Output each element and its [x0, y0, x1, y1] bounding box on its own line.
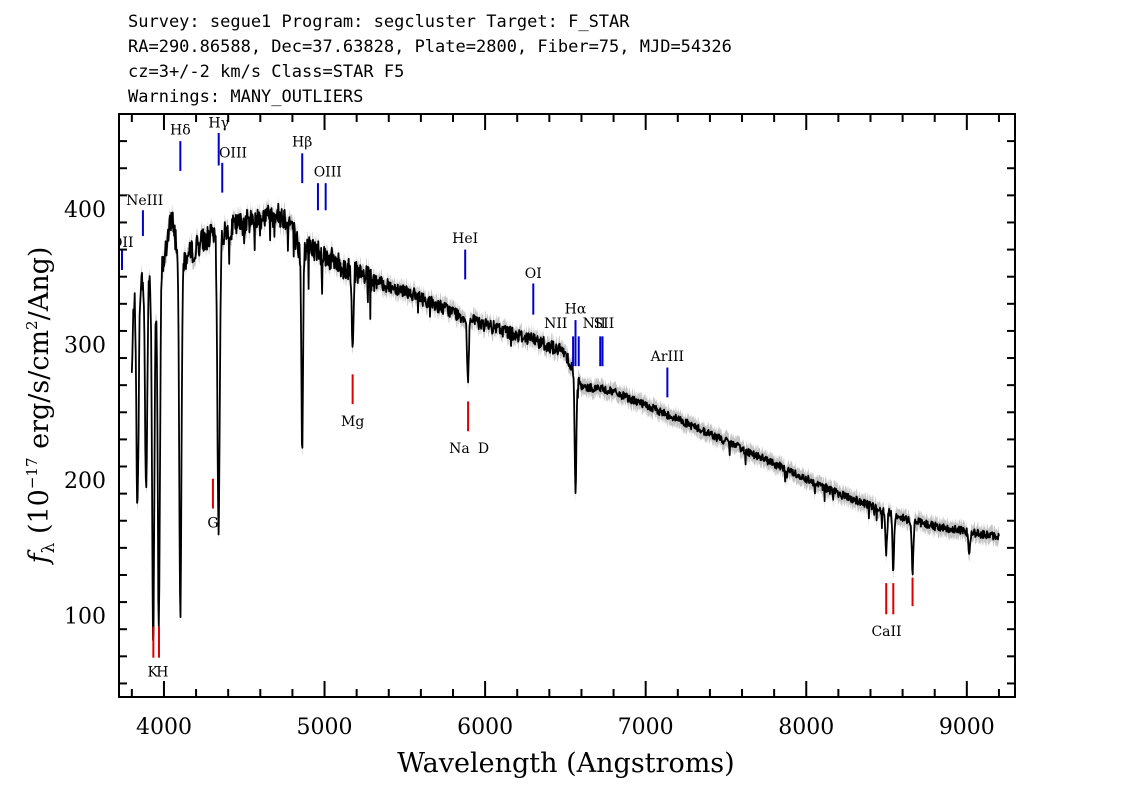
emission-line-label: OI — [525, 266, 542, 282]
emission-line-label: NII — [544, 316, 567, 332]
y-axis-label: fλ (10−17 erg/s/cm2/Ang) — [23, 247, 59, 566]
x-tick-label: 6000 — [457, 715, 513, 740]
header-line-warnings: Warnings: MANY_OUTLIERS — [128, 87, 364, 107]
left-margin-mask — [0, 100, 119, 697]
emission-line-label: Hγ — [208, 116, 229, 132]
spectrum-layer — [130, 202, 1000, 641]
absorption-line-label: Mg — [341, 414, 364, 430]
error-band — [131, 195, 999, 649]
absorption-line-label: Na — [449, 441, 470, 457]
emission-line-label: SII — [594, 316, 615, 332]
emission-line-label: NeIII — [126, 193, 163, 209]
error-band-layer — [131, 195, 999, 649]
emission-line-label: NII — [583, 316, 606, 332]
header-line-survey: Survey: segue1 Program: segcluster Targe… — [128, 12, 630, 32]
emission-line-label: ArIII — [650, 349, 684, 365]
absorption-line-label: G — [207, 516, 218, 532]
absorption-line-label: D — [478, 441, 489, 457]
y-tick-label: 200 — [64, 469, 106, 494]
plot-frame — [0, 100, 1016, 698]
emission-line-label: Hβ — [292, 135, 312, 151]
x-tick-label: 8000 — [778, 715, 834, 740]
y-tick-label: 300 — [64, 333, 106, 358]
absorption-line-label: K — [147, 665, 158, 681]
y-tick-label: 100 — [64, 605, 106, 630]
x-tick-label: 9000 — [939, 715, 995, 740]
header-line-coordinates: RA=290.86588, Dec=37.63828, Plate=2800, … — [128, 37, 732, 57]
emission-line-label: OIII — [219, 145, 247, 161]
absorption-line-label: CaII — [871, 624, 901, 640]
emission-line-label: Hδ — [170, 122, 191, 138]
emission-line-label: HeI — [452, 231, 478, 247]
x-tick-label: 4000 — [136, 715, 192, 740]
svg-text:fλ (10−17 erg/s/cm2/Ang): fλ (10−17 erg/s/cm2/Ang) — [23, 247, 59, 566]
spectrum-line — [130, 202, 1000, 641]
emission-line-label: Hα — [565, 301, 587, 317]
x-axis-label: Wavelength (Angstroms) — [397, 748, 734, 779]
emission-line-label: OIII — [314, 164, 342, 180]
axis-ticks — [119, 114, 1015, 697]
x-tick-label: 7000 — [618, 715, 674, 740]
axis-tick-labels: 4000 5000 6000 7000 8000 9000 100 200 300 400 — [64, 198, 995, 740]
x-tick-label: 5000 — [297, 715, 353, 740]
header-line-redshift-class: cz=3+/-2 km/s Class=STAR F5 — [128, 62, 405, 82]
y-tick-label: 400 — [64, 198, 106, 223]
plot-border — [118, 113, 1016, 698]
absorption-line-label: H — [156, 665, 168, 681]
